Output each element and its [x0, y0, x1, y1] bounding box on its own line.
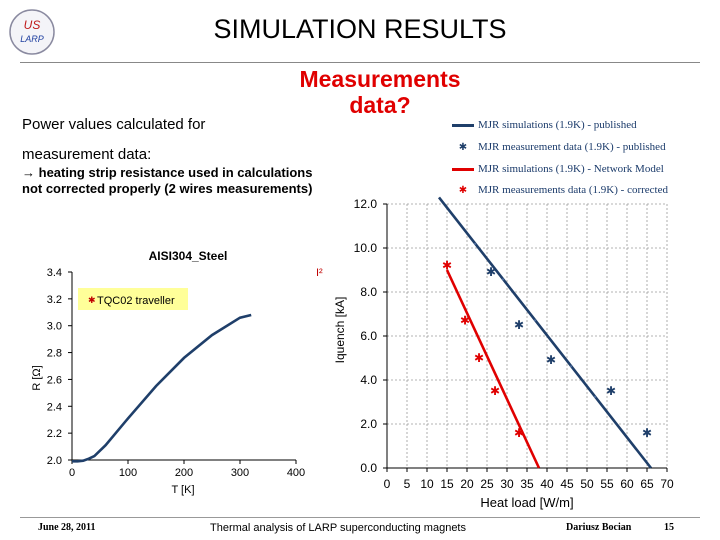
resistance-x-tick-label: 0: [69, 467, 75, 479]
sim-point-blue: •: [502, 275, 505, 284]
quench-y-label: Iquench [kA]: [333, 297, 347, 364]
quench-x-tick-label: 5: [404, 477, 411, 491]
data-point-1: ✱: [546, 353, 556, 367]
resistance-x-tick-label: 100: [119, 467, 137, 479]
legend-label: MJR measurement data (1.9K) - published: [478, 141, 666, 153]
resistance-y-tick-label: 2.4: [47, 401, 62, 413]
measurements-question: Measurements data?: [299, 66, 461, 118]
data-point-1: ✱: [642, 426, 652, 440]
resistance-curve: [72, 313, 252, 463]
quench-x-tick-label: 25: [480, 477, 494, 491]
data-point-3: ✱: [460, 314, 470, 328]
logo-text-us: US: [24, 18, 41, 32]
resistance-y-tick-label: 2.6: [47, 374, 62, 386]
quench-x-tick-label: 0: [384, 477, 391, 491]
info-bullet-text: heating strip resistance used in calcula…: [22, 165, 313, 196]
data-point-1: ✱: [514, 318, 524, 332]
resistance-y-tick-label: 2.2: [47, 428, 62, 440]
sim-point-blue: •: [594, 393, 597, 402]
quench-x-tick-label: 50: [580, 477, 594, 491]
footer-title: Thermal analysis of LARP superconducting…: [210, 522, 466, 534]
sim-point-blue: •: [534, 316, 537, 325]
resistance-x-tick-label: 400: [287, 467, 305, 479]
legend-item: MJR simulations (1.9K) - Network Model: [452, 163, 664, 175]
quench-x-tick-label: 15: [440, 477, 454, 491]
us-larp-logo: US LARP: [8, 8, 56, 56]
quench-x-tick-label: 35: [520, 477, 534, 491]
resistance-chart-title: AISI304_Steel: [149, 249, 228, 263]
legend-item: ✱ MJR measurements data (1.9K) - correcte…: [452, 184, 668, 196]
legend-item: MJR simulations (1.9K) - published: [452, 119, 637, 131]
series-line-2: [445, 269, 541, 469]
info-box: [18, 104, 336, 232]
resistance-y-tick-label: 3.4: [47, 267, 62, 279]
quench-y-tick-label: 8.0: [360, 285, 377, 299]
info-line-2: measurement data:: [22, 146, 152, 163]
legend-line-swatch: [452, 119, 474, 131]
legend-line-swatch: [452, 163, 474, 175]
data-point-3: ✱: [514, 426, 524, 440]
info-bullet: → heating strip resistance used in calcu…: [22, 165, 322, 197]
logo-text-larp: LARP: [20, 34, 44, 44]
resistance-x-tick-label: 300: [231, 467, 249, 479]
quench-x-tick-label: 60: [620, 477, 634, 491]
resistance-y-tick-label: 2.0: [47, 455, 62, 467]
legend-label: MJR simulations (1.9K) - published: [478, 119, 637, 131]
arrow-icon: →: [22, 165, 35, 180]
resistance-chart-axes: 2.0 2.2 2.4 2.6 2.8 3.0 3.2 3.4 0 100 200 300 400: [47, 267, 305, 479]
sim-point-blue: •: [570, 362, 573, 371]
quench-chart: 0.0 2.0 4.0 6.0 8.0 10.0 12.0 0 5 10 15 20 25 30 35 40 4…: [316, 196, 674, 510]
quench-x-tick-label: 70: [660, 477, 674, 491]
legend-item: ✱ MJR measurement data (1.9K) - published: [452, 141, 666, 153]
legend-star-icon: ✱: [458, 142, 468, 153]
data-point-3: ✱: [490, 384, 500, 398]
data-point-3: ✱: [474, 351, 484, 365]
resistance-y-tick-label: 2.8: [47, 348, 62, 360]
footer-author: Dariusz Bocian: [566, 522, 632, 533]
quench-y-tick-label: 6.0: [360, 329, 377, 343]
info-line-1: Power values calculated for: [22, 116, 206, 133]
quench-x-tick-label: 10: [420, 477, 434, 491]
legend-label: MJR measurements data (1.9K) - corrected: [478, 184, 668, 196]
resistance-x-label: T [K]: [171, 484, 194, 496]
quench-x-tick-label: 65: [640, 477, 654, 491]
footer-page-number: 15: [664, 522, 674, 533]
quench-y-tick-label: 4.0: [360, 373, 377, 387]
resistance-chart: 2.0 2.2 2.4 2.6 2.8 3.0 3.2 3.4 0 100 200 300 400 AI…: [31, 249, 305, 496]
title-divider: [20, 62, 700, 63]
quench-series: ✱ ✱ ✱ ✱ ✱ ✱ ✱ ✱ ✱ ✱ • • • • •: [437, 196, 653, 469]
data-point-3: ✱: [442, 259, 452, 273]
quench-x-tick-label: 40: [540, 477, 554, 491]
quench-x-tick-label: 30: [500, 477, 514, 491]
legend-star-icon: ✱: [458, 185, 468, 196]
footer-divider: [20, 517, 700, 518]
resistance-y-tick-label: 3.0: [47, 321, 62, 333]
quench-y-tick-label: 12.0: [354, 197, 378, 211]
quench-y-tick-label: 2.0: [360, 417, 377, 431]
inset-label: TQC02 traveller: [97, 295, 175, 307]
data-point-1: ✱: [606, 384, 616, 398]
resistance-x-tick-label: 200: [175, 467, 193, 479]
quench-x-tick-label: 55: [600, 477, 614, 491]
slide-title: SIMULATION RESULTS: [213, 14, 507, 44]
inset-label-star: ✱: [88, 295, 96, 305]
quench-grid: [386, 203, 668, 469]
series-line-0: [437, 196, 653, 469]
resistance-y-label: R [Ω]: [31, 365, 43, 390]
quench-y-tick-label: 0.0: [360, 461, 377, 475]
quench-axes: 0.0 2.0 4.0 6.0 8.0 10.0 12.0 0 5 10 15 20 25 30 35 40 4…: [354, 197, 674, 491]
legend-label: MJR simulations (1.9K) - Network Model: [478, 163, 664, 175]
footer-date: June 28, 2011: [38, 522, 96, 533]
sim-point-blue: •: [474, 239, 477, 248]
data-point-1: ✱: [486, 265, 496, 279]
resistance-y-tick-label: 3.2: [47, 294, 62, 306]
quench-x-tick-label: 45: [560, 477, 574, 491]
quench-x-label: Heat load [W/m]: [480, 495, 573, 510]
inset-label-box: [78, 288, 188, 310]
quench-x-tick-label: 20: [460, 477, 474, 491]
overlay-label-i2: I²: [316, 267, 323, 279]
quench-y-tick-label: 10.0: [354, 241, 378, 255]
